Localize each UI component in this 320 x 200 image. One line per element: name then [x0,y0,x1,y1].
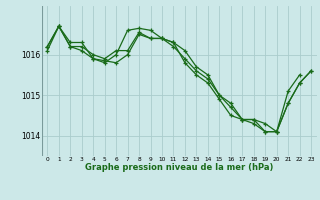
X-axis label: Graphe pression niveau de la mer (hPa): Graphe pression niveau de la mer (hPa) [85,163,273,172]
